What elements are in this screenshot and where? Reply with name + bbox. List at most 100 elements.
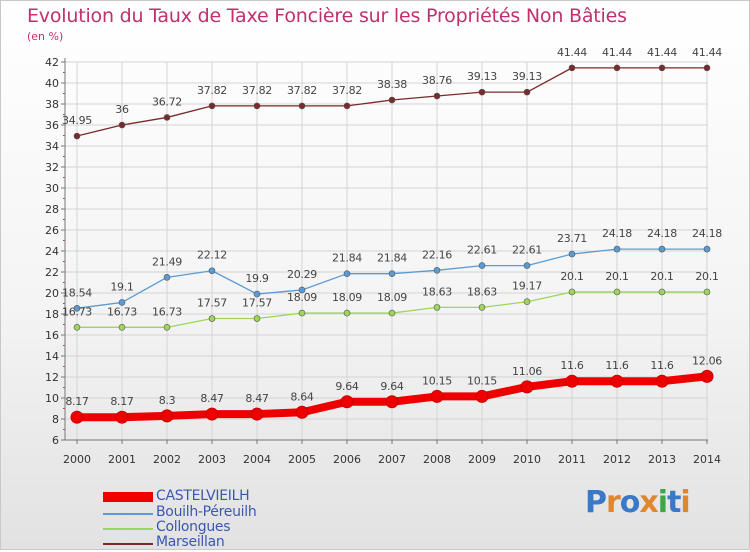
logo-letter: P [585,485,607,520]
data-label: 18.09 [287,291,317,304]
x-tick-label: 2004 [243,453,271,466]
data-point [298,286,306,294]
data-point [478,88,486,96]
data-point [340,395,354,409]
data-point [388,96,396,104]
y-tick-label: 22 [45,266,59,279]
data-label: 9.64 [335,380,359,393]
data-label: 37.82 [197,84,227,97]
data-label: 18.63 [422,285,452,298]
data-label: 41.44 [602,46,632,59]
x-tick-label: 2012 [603,453,631,466]
data-label: 37.82 [332,84,362,97]
data-point [118,324,126,331]
data-label: 19.1 [110,280,133,293]
y-tick-label: 28 [45,203,59,216]
data-label: 37.82 [287,84,317,97]
data-point [433,267,441,274]
data-label: 8.64 [290,390,314,403]
data-label: 20.1 [560,270,583,283]
data-point [613,64,621,72]
data-point [703,288,711,296]
y-tick-label: 16 [45,329,59,342]
data-label: 37.82 [242,84,272,97]
data-point [478,304,486,311]
data-point [385,395,399,409]
data-point [298,102,306,110]
data-point [433,304,441,311]
x-tick-label: 2009 [468,453,496,466]
legend-label: Collongues [156,519,231,535]
data-point [163,274,171,281]
data-label: 39.13 [467,70,497,83]
logo-letter: i [680,485,690,520]
x-tick-label: 2002 [153,453,181,466]
data-label: 22.61 [467,244,497,257]
data-point [523,88,531,96]
x-tick-label: 2011 [558,453,586,466]
data-label: 24.18 [602,227,632,240]
x-tick-label: 2005 [288,453,316,466]
data-label: 16.73 [62,305,92,318]
x-tick-label: 2010 [513,453,541,466]
data-label: 20.1 [605,270,628,283]
data-point [253,290,261,298]
data-point [388,309,396,317]
data-label: 17.57 [197,297,227,310]
x-tick-label: 2006 [333,453,361,466]
logo-letter: i [657,485,668,520]
data-point [475,389,489,403]
data-point [343,309,351,317]
data-point [568,288,576,296]
y-tick-label: 20 [45,287,59,300]
data-point [253,102,261,110]
data-label: 20.29 [287,268,317,281]
data-label: 8.3 [159,394,176,407]
data-point [565,374,579,388]
legend-label: Marseillan [156,534,225,550]
data-point [703,245,711,253]
data-label: 41.44 [647,46,677,59]
x-tick-label: 2008 [423,453,451,466]
legend-swatch [103,492,153,502]
data-point [658,64,666,72]
data-point [655,374,669,388]
data-label: 10.15 [467,374,497,387]
data-label: 24.18 [692,227,722,240]
data-point [163,324,171,331]
data-point [205,407,219,421]
data-point [70,410,84,424]
y-tick-label: 36 [45,119,59,132]
data-point [295,405,309,419]
y-tick-label: 34 [45,140,59,153]
y-tick-label: 18 [45,308,59,321]
data-point [478,262,486,269]
data-label: 39.13 [512,70,542,83]
data-point [343,102,351,110]
y-tick-label: 40 [45,77,59,90]
unit-label: (en %) [27,30,64,43]
x-tick-label: 2007 [378,453,406,466]
data-label: 21.49 [152,255,182,268]
legend-label: CASTELVIEILH [156,488,250,504]
data-label: 24.18 [647,227,677,240]
x-tick-label: 2014 [693,453,721,466]
data-point [298,309,306,317]
chart-title: Evolution du Taux de Taxe Foncière sur l… [27,5,627,27]
y-tick-label: 10 [45,392,59,405]
data-point [208,102,216,110]
data-point [118,121,126,129]
data-point [433,92,441,100]
logo-letter: t [667,485,681,520]
legend-swatch [103,528,153,530]
data-label: 20.1 [695,270,718,283]
legend-label: Bouilh-Péreuilh [156,504,257,520]
data-point [118,299,126,306]
proxiti-logo: Proxiti [585,485,691,520]
data-point [160,409,174,423]
data-point [253,315,261,322]
logo-letter: o [619,485,641,520]
data-label: 8.47 [200,392,224,405]
